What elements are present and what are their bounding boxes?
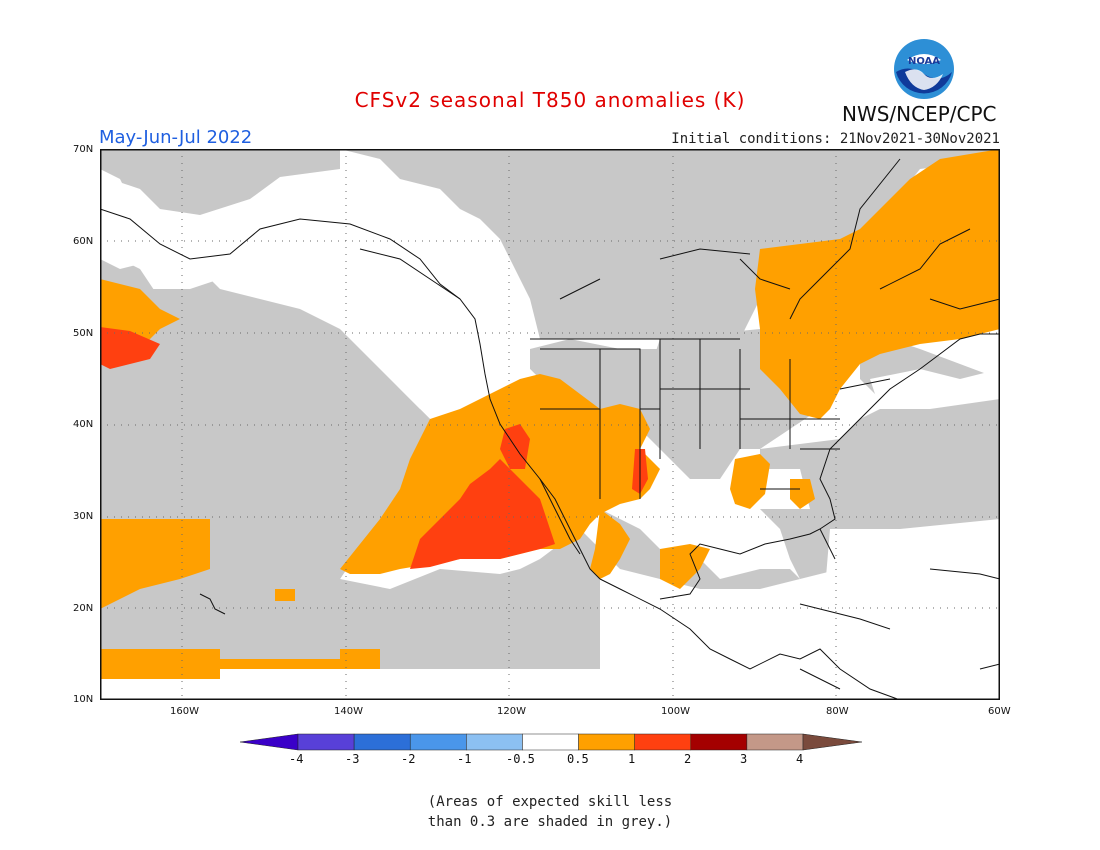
colorbar-box <box>297 733 355 751</box>
lat-label-20n: 20N <box>73 603 94 614</box>
colorbar-label-1: 1 <box>628 752 636 766</box>
colorbar-boxes <box>297 733 804 751</box>
anomaly-map <box>100 149 1000 700</box>
colorbar-label-minus-2: -2 <box>401 752 416 766</box>
lat-label-10n: 10N <box>73 694 94 705</box>
colorbar-box <box>578 733 635 751</box>
agency-label: NWS/NCEP/CPC <box>842 102 997 126</box>
colorbar-label-0-5: 0.5 <box>567 752 589 766</box>
colorbar-over-arrow <box>802 733 862 751</box>
colorbar-box <box>409 733 467 751</box>
initial-conditions: Initial conditions: 21Nov2021-30Nov2021 <box>671 131 1000 147</box>
graticule <box>100 149 1000 700</box>
skill-note: (Areas of expected skill less than 0.3 a… <box>0 792 1100 832</box>
lat-label-70n: 70N <box>73 144 94 155</box>
map-frame <box>100 149 1000 700</box>
colorbar <box>240 733 862 751</box>
colorbar-label-minus-0-5: -0.5 <box>506 752 535 766</box>
colorbar-label-4: 4 <box>796 752 804 766</box>
coastlines <box>100 158 1000 700</box>
colorbar-box <box>522 733 579 751</box>
lon-label-100w: 100W <box>661 706 690 717</box>
colorbar-label-minus-4: -4 <box>289 752 304 766</box>
lon-label-80w: 80W <box>826 706 849 717</box>
svg-text:NOAA: NOAA <box>908 56 940 67</box>
colorbar-label-3: 3 <box>740 752 748 766</box>
lat-label-40n: 40N <box>73 419 94 430</box>
lon-label-60w: 60W <box>988 706 1011 717</box>
map-title: CFSv2 seasonal T850 anomalies (K) <box>354 88 746 112</box>
colorbar-box <box>466 733 523 751</box>
season-label: May-Jun-Jul 2022 <box>99 127 253 148</box>
colorbar-box <box>690 733 748 751</box>
lon-label-120w: 120W <box>497 706 526 717</box>
colorbar-box <box>746 733 804 751</box>
colorbar-label-minus-1: -1 <box>457 752 472 766</box>
colorbar-box <box>353 733 411 751</box>
lon-label-140w: 140W <box>334 706 363 717</box>
lon-label-160w: 160W <box>170 706 199 717</box>
colorbar-box <box>634 733 692 751</box>
colorbar-label-minus-3: -3 <box>345 752 360 766</box>
lat-label-60n: 60N <box>73 236 94 247</box>
lat-label-30n: 30N <box>73 511 94 522</box>
skill-note-line-1: (Areas of expected skill less <box>427 794 673 810</box>
colorbar-label-2: 2 <box>684 752 692 766</box>
noaa-logo-icon: NOAA <box>894 39 954 99</box>
skill-note-line-2: than 0.3 are shaded in grey.) <box>427 814 673 830</box>
colorbar-under-arrow <box>240 733 299 751</box>
lat-label-50n: 50N <box>73 328 94 339</box>
